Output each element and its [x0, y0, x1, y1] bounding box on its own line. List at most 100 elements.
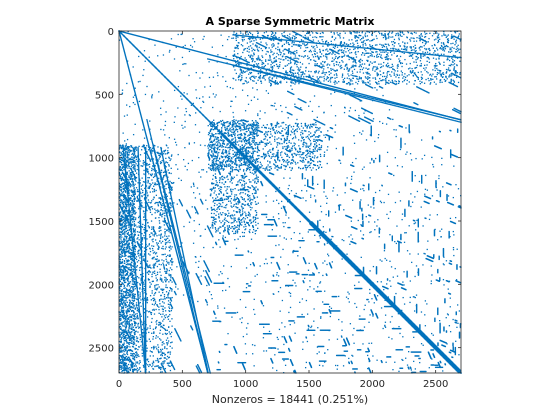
nonzero-marker	[381, 98, 384, 101]
nonzero-marker	[328, 241, 330, 243]
nonzero-marker	[266, 34, 269, 37]
nonzero-marker	[170, 216, 172, 218]
nonzero-marker	[398, 311, 400, 313]
nonzero-marker	[178, 248, 180, 250]
nonzero-marker	[355, 265, 357, 267]
nonzero-marker	[416, 329, 418, 331]
nonzero-marker	[278, 72, 281, 74]
nonzero-marker	[144, 37, 146, 39]
nonzero-marker	[289, 39, 291, 42]
nonzero-marker	[403, 104, 405, 106]
nonzero-marker	[156, 175, 158, 178]
nonzero-marker	[253, 164, 256, 167]
nonzero-marker	[139, 322, 142, 324]
nonzero-marker	[369, 98, 371, 101]
nonzero-marker	[395, 306, 397, 308]
nonzero-marker	[167, 79, 169, 81]
nonzero-marker	[138, 177, 140, 179]
nonzero-marker	[143, 324, 145, 326]
nonzero-marker	[137, 311, 140, 313]
nonzero-marker	[399, 106, 402, 108]
nonzero-marker	[406, 42, 409, 44]
nonzero-marker	[355, 266, 357, 268]
nonzero-marker	[185, 97, 187, 99]
nonzero-marker	[324, 87, 327, 89]
nonzero-marker	[454, 364, 456, 366]
nonzero-marker	[285, 198, 287, 200]
nonzero-marker	[333, 243, 336, 246]
nonzero-marker	[176, 239, 178, 241]
nonzero-marker	[435, 349, 437, 351]
nonzero-marker	[246, 47, 248, 50]
nonzero-marker	[341, 91, 344, 94]
nonzero-marker	[439, 116, 442, 118]
nonzero-marker	[142, 347, 144, 349]
nonzero-marker	[374, 288, 376, 290]
nonzero-marker	[402, 105, 404, 107]
nonzero-marker	[418, 111, 420, 113]
nonzero-marker	[177, 249, 179, 251]
nonzero-marker	[154, 170, 157, 172]
nonzero-marker	[265, 177, 268, 180]
nonzero-marker	[309, 221, 312, 224]
nonzero-marker	[138, 181, 140, 183]
nonzero-marker	[145, 133, 147, 135]
nonzero-marker	[378, 97, 380, 100]
nonzero-marker	[417, 330, 419, 332]
nonzero-marker	[425, 110, 428, 113]
nonzero-marker	[433, 345, 435, 347]
nonzero-marker	[178, 90, 180, 92]
nonzero-marker	[176, 224, 178, 227]
nonzero-marker	[301, 80, 303, 83]
nonzero-marker	[233, 64, 235, 66]
nonzero-marker	[328, 240, 331, 243]
nonzero-marker	[348, 45, 350, 48]
nonzero-marker	[185, 274, 187, 276]
nonzero-marker	[167, 218, 169, 220]
nonzero-marker	[351, 262, 353, 264]
nonzero-marker	[247, 160, 249, 162]
nonzero-marker	[176, 225, 179, 228]
nonzero-marker	[450, 55, 452, 58]
nonzero-marker	[344, 89, 346, 91]
nonzero-marker	[187, 294, 189, 296]
nonzero-marker	[185, 286, 187, 288]
nonzero-marker	[289, 200, 291, 202]
nonzero-marker	[185, 277, 188, 280]
nonzero-marker	[162, 159, 165, 161]
nonzero-marker	[145, 57, 147, 59]
nonzero-marker	[203, 356, 205, 358]
nonzero-marker	[316, 84, 318, 86]
nonzero-marker	[420, 333, 422, 335]
nonzero-marker	[418, 329, 420, 331]
nonzero-marker	[317, 231, 319, 233]
nonzero-marker	[191, 103, 193, 105]
nonzero-marker	[128, 67, 130, 69]
nonzero-marker	[417, 328, 419, 330]
nonzero-marker	[428, 338, 431, 341]
nonzero-marker	[311, 80, 313, 82]
nonzero-marker	[307, 41, 309, 44]
nonzero-marker	[323, 86, 325, 88]
nonzero-marker	[176, 88, 179, 91]
nonzero-marker	[187, 292, 190, 294]
nonzero-marker	[394, 306, 396, 308]
nonzero-marker	[227, 139, 229, 141]
nonzero-marker	[351, 263, 354, 266]
nonzero-marker	[441, 352, 443, 354]
nonzero-marker	[349, 259, 351, 261]
nonzero-marker	[168, 43, 171, 45]
nonzero-marker	[328, 239, 330, 241]
nonzero-marker	[389, 103, 392, 106]
nonzero-marker	[296, 209, 298, 211]
nonzero-marker	[170, 231, 173, 233]
nonzero-marker	[325, 87, 328, 90]
nonzero-marker	[438, 350, 440, 352]
nonzero-marker	[441, 351, 443, 353]
nonzero-marker	[125, 174, 127, 176]
nonzero-marker	[293, 205, 295, 207]
nonzero-marker	[145, 134, 147, 136]
nonzero-marker	[242, 35, 244, 37]
nonzero-marker	[235, 65, 237, 67]
nonzero-marker	[412, 323, 415, 326]
